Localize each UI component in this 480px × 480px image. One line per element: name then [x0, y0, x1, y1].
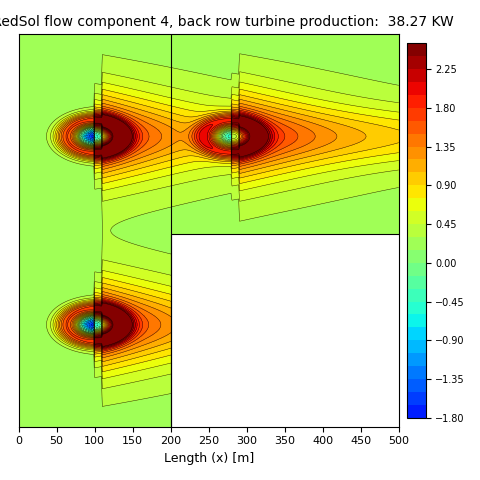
Bar — [170, 234, 399, 427]
Bar — [170, 234, 399, 427]
X-axis label: Length (x) [m]: Length (x) [m] — [164, 452, 254, 465]
Title: ModRedSol flow component 4, back row turbine production:  38.27 KW: ModRedSol flow component 4, back row tur… — [0, 15, 454, 29]
